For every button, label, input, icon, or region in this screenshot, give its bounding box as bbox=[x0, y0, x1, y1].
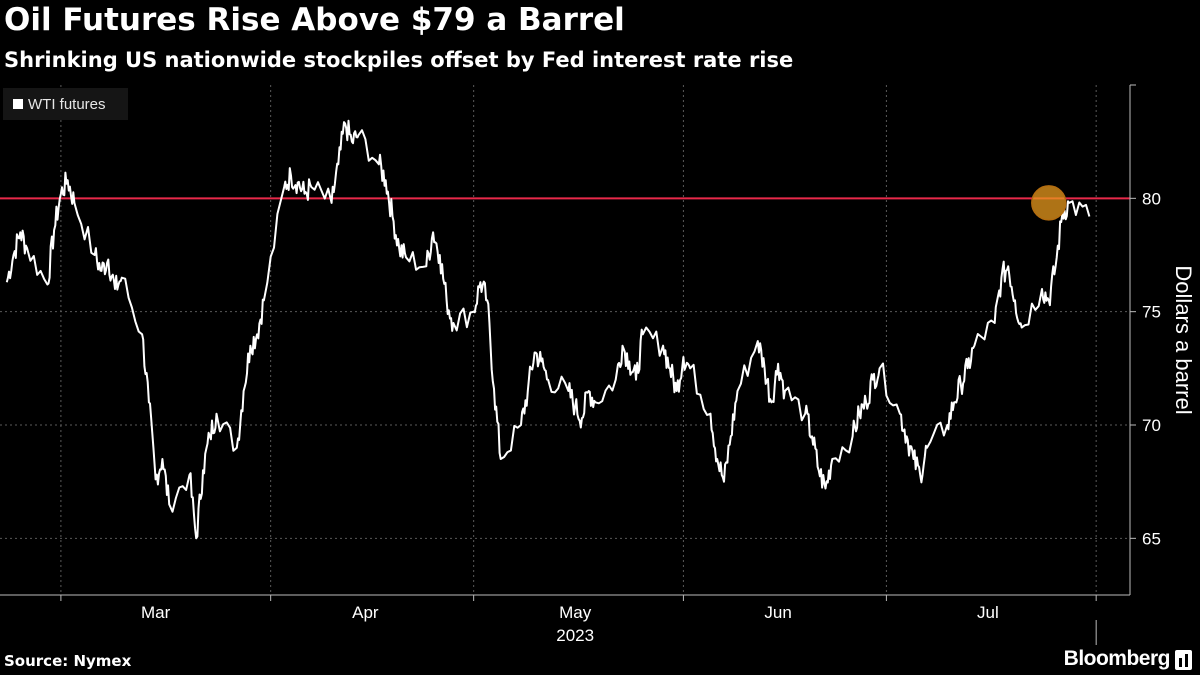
y-tick-label: 80 bbox=[1142, 189, 1161, 208]
legend-swatch bbox=[13, 99, 23, 109]
x-tick-label: May bbox=[559, 603, 592, 622]
axes: 65 70 75 80 Mar Apr May Jun Jul 2023 Dollars a bar… bbox=[0, 84, 1196, 645]
brand-logo-text: Bloomberg bbox=[1063, 647, 1171, 670]
legend-label-wti: WTI futures bbox=[28, 95, 106, 113]
x-tick-label: Apr bbox=[352, 603, 379, 622]
series-line-wti-futures bbox=[5, 119, 1091, 540]
x-tick-label: Mar bbox=[141, 603, 171, 622]
legend: WTI futures bbox=[3, 88, 128, 120]
y-tick-label: 70 bbox=[1142, 416, 1161, 435]
highlight-point-marker bbox=[1031, 185, 1067, 221]
chart-subtitle: Shrinking US nationwide stockpiles offse… bbox=[4, 48, 794, 72]
y-axis-title: Dollars a barrel bbox=[1171, 265, 1196, 414]
x-tick-label: Jun bbox=[764, 603, 791, 622]
chart-title: Oil Futures Rise Above $79 a Barrel bbox=[4, 2, 625, 38]
highlight-layer bbox=[1031, 185, 1067, 221]
grid-lines bbox=[0, 85, 1130, 595]
series-layer bbox=[5, 119, 1091, 540]
x-tick-label: Jul bbox=[977, 603, 999, 622]
source-note: Source: Nymex bbox=[4, 652, 132, 670]
y-tick-label: 75 bbox=[1142, 303, 1161, 322]
y-tick-label: 65 bbox=[1142, 529, 1161, 548]
x-year-label: 2023 bbox=[556, 626, 594, 645]
bloomberg-chart-icon bbox=[1175, 650, 1192, 670]
